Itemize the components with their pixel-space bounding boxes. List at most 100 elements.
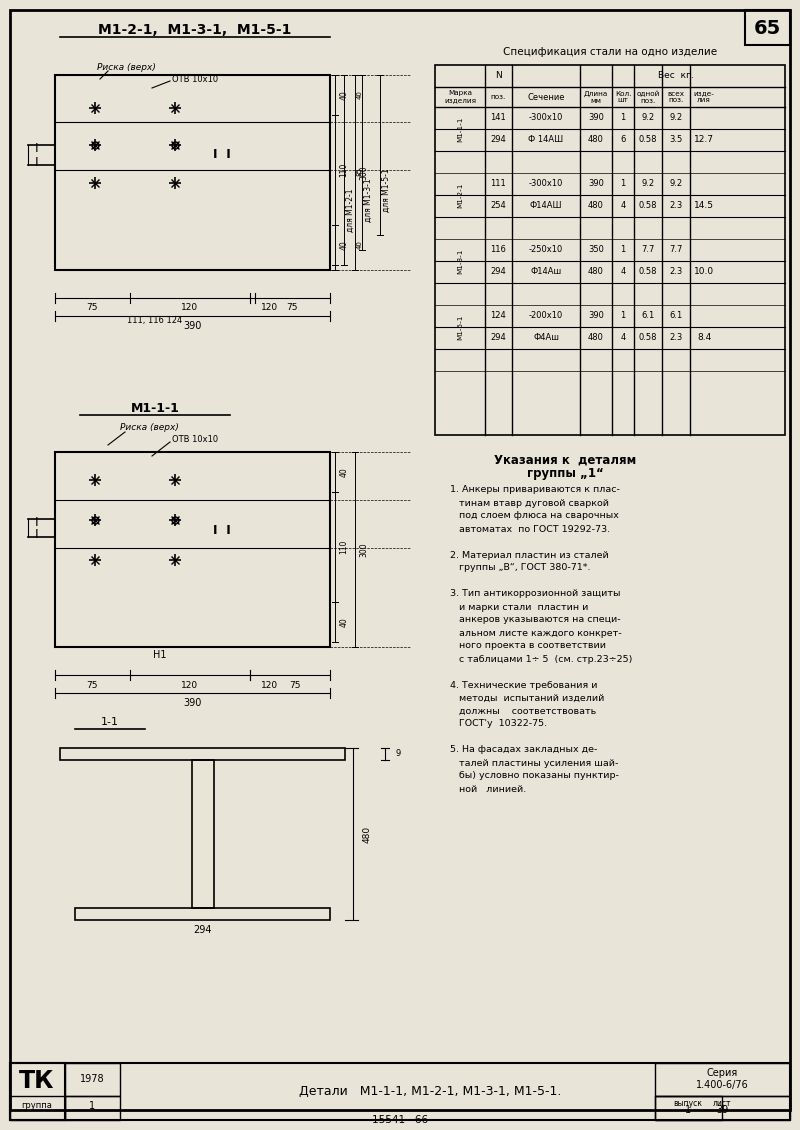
Text: 1: 1 xyxy=(620,180,626,189)
Text: 7.7: 7.7 xyxy=(642,245,654,254)
Text: 2.3: 2.3 xyxy=(670,333,682,342)
Text: Ф 14АШ: Ф 14АШ xyxy=(529,136,563,145)
Text: 0.58: 0.58 xyxy=(638,333,658,342)
Text: I: I xyxy=(35,529,39,541)
Text: Спецификация стали на одно изделие: Спецификация стали на одно изделие xyxy=(503,47,717,56)
Text: М1-2-1: М1-2-1 xyxy=(457,182,463,208)
Text: Ф14АШ: Ф14АШ xyxy=(530,201,562,210)
Text: 294: 294 xyxy=(490,136,506,145)
Text: 480: 480 xyxy=(588,201,604,210)
Text: 254: 254 xyxy=(490,201,506,210)
Text: лист: лист xyxy=(713,1099,731,1109)
Text: с таблицами 1÷ 5  (см. стр.23÷25): с таблицами 1÷ 5 (см. стр.23÷25) xyxy=(450,654,632,663)
Text: 124: 124 xyxy=(490,312,506,321)
Text: Серия
1.400-6/76: Серия 1.400-6/76 xyxy=(696,1068,748,1089)
Text: 120: 120 xyxy=(262,304,278,313)
Text: 480: 480 xyxy=(588,333,604,342)
Text: 110: 110 xyxy=(339,163,349,177)
Text: 120: 120 xyxy=(182,680,198,689)
Text: 1. Анкеры привариваются к плас-: 1. Анкеры привариваются к плас- xyxy=(450,486,620,495)
Text: -250x10: -250x10 xyxy=(529,245,563,254)
Text: для М1-5-1: для М1-5-1 xyxy=(382,168,390,211)
Text: всех
поз.: всех поз. xyxy=(667,90,685,104)
Text: должны    соответствовать: должны соответствовать xyxy=(450,706,596,715)
Text: 480: 480 xyxy=(588,268,604,277)
Text: 4. Технические требования и: 4. Технические требования и xyxy=(450,680,598,689)
Text: 1-1: 1-1 xyxy=(101,718,119,727)
Text: Детали   М1-1-1, М1-2-1, М1-3-1, М1-5-1.: Детали М1-1-1, М1-2-1, М1-3-1, М1-5-1. xyxy=(299,1085,561,1097)
Text: -300x10: -300x10 xyxy=(529,180,563,189)
Text: 294: 294 xyxy=(490,268,506,277)
Text: 40: 40 xyxy=(339,241,349,250)
Text: 116: 116 xyxy=(490,245,506,254)
Text: 120: 120 xyxy=(182,304,198,313)
Text: I: I xyxy=(35,156,39,168)
Text: 8.4: 8.4 xyxy=(697,333,711,342)
Bar xyxy=(10,1096,65,1120)
Bar xyxy=(655,1096,790,1120)
Text: 0.58: 0.58 xyxy=(638,268,658,277)
Text: Марка
изделия: Марка изделия xyxy=(444,90,476,104)
Text: 294: 294 xyxy=(490,333,506,342)
Text: 4: 4 xyxy=(620,268,626,277)
Text: I: I xyxy=(35,515,39,529)
Text: 75: 75 xyxy=(290,680,301,689)
Text: 9.2: 9.2 xyxy=(670,180,682,189)
Text: 6: 6 xyxy=(620,136,626,145)
Text: группы „В“, ГОСТ 380-71*.: группы „В“, ГОСТ 380-71*. xyxy=(450,564,590,573)
Text: группа: группа xyxy=(22,1102,53,1111)
Text: 1: 1 xyxy=(89,1101,95,1111)
Text: 10.0: 10.0 xyxy=(694,268,714,277)
Text: Указания к  деталям: Указания к деталям xyxy=(494,453,636,467)
Text: I  I: I I xyxy=(213,523,231,537)
Text: 300: 300 xyxy=(359,165,369,180)
Bar xyxy=(60,748,345,760)
Text: 4: 4 xyxy=(620,333,626,342)
Text: 2.3: 2.3 xyxy=(670,201,682,210)
Text: ОТВ 10x10: ОТВ 10x10 xyxy=(172,435,218,444)
Text: 9: 9 xyxy=(395,749,401,758)
Text: 39: 39 xyxy=(716,1105,728,1115)
Text: 85: 85 xyxy=(357,167,363,176)
Text: 111, 116 124: 111, 116 124 xyxy=(127,315,182,324)
Text: 9.2: 9.2 xyxy=(642,180,654,189)
Text: Вес  кг.: Вес кг. xyxy=(658,71,694,80)
Text: 141: 141 xyxy=(490,113,506,122)
Bar xyxy=(10,1063,65,1120)
Text: 1: 1 xyxy=(685,1105,691,1115)
Text: 40: 40 xyxy=(339,617,349,627)
Text: Длина
мм: Длина мм xyxy=(584,90,608,104)
Text: М1-3-1: М1-3-1 xyxy=(457,249,463,273)
Text: ной   линией.: ной линией. xyxy=(450,784,526,793)
Text: Риска (верх): Риска (верх) xyxy=(120,424,179,433)
Text: 9.2: 9.2 xyxy=(670,113,682,122)
Text: -200x10: -200x10 xyxy=(529,312,563,321)
Text: 75: 75 xyxy=(86,680,98,689)
Bar xyxy=(655,1063,790,1096)
Text: талей пластины усиления шай-: талей пластины усиления шай- xyxy=(450,758,618,767)
Bar xyxy=(55,75,330,270)
Text: 75: 75 xyxy=(86,304,98,313)
Text: 3. Тип антикоррозионной защиты: 3. Тип антикоррозионной защиты xyxy=(450,590,621,599)
Text: 1978: 1978 xyxy=(80,1074,104,1084)
Text: 40: 40 xyxy=(357,241,363,250)
Text: для М1-2-1: для М1-2-1 xyxy=(346,189,354,232)
Text: 0.58: 0.58 xyxy=(638,136,658,145)
Text: М1-1-1: М1-1-1 xyxy=(457,116,463,141)
Text: ГОСТ'у  10322-75.: ГОСТ'у 10322-75. xyxy=(450,720,547,729)
Text: -300x10: -300x10 xyxy=(529,113,563,122)
Text: 1: 1 xyxy=(620,245,626,254)
Text: I  I: I I xyxy=(213,148,231,162)
Text: для М1-3-1: для М1-3-1 xyxy=(363,179,373,221)
Text: 75: 75 xyxy=(286,304,298,313)
Text: 7.7: 7.7 xyxy=(670,245,682,254)
Text: 390: 390 xyxy=(183,698,202,709)
Text: 9.2: 9.2 xyxy=(642,113,654,122)
Text: 12.7: 12.7 xyxy=(694,136,714,145)
Text: 350: 350 xyxy=(588,245,604,254)
Text: 111: 111 xyxy=(490,180,506,189)
Bar xyxy=(745,10,790,45)
Text: М1-2-1,  М1-3-1,  М1-5-1: М1-2-1, М1-3-1, М1-5-1 xyxy=(98,23,292,37)
Text: поз.: поз. xyxy=(490,94,506,99)
Text: 40: 40 xyxy=(357,90,363,99)
